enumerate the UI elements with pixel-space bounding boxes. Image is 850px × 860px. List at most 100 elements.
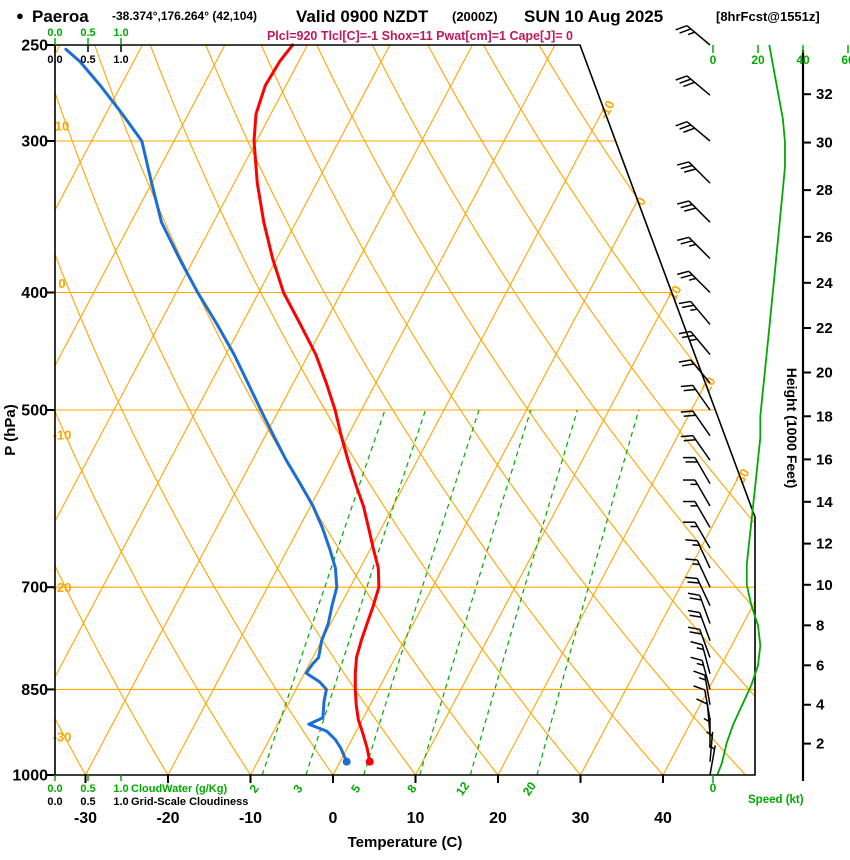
wind-barb <box>685 576 711 606</box>
height-tick-label: 30 <box>816 135 833 152</box>
cloudwater-top-tick: 1.0 <box>113 27 128 39</box>
wind-barb <box>680 384 711 411</box>
wind-barb <box>678 330 711 356</box>
mixing-ratio-line <box>536 409 640 775</box>
valid-time-utc: (2000Z) <box>452 9 498 24</box>
dry-adiabat <box>427 45 755 775</box>
pressure-tick-label: 700 <box>21 580 48 597</box>
wind-barb <box>687 592 711 624</box>
wind-barb <box>683 456 711 484</box>
cloudiness-scale-title: Grid-Scale Cloudiness <box>131 796 248 808</box>
pressure-axis: 250 300 400 500 700 850 1000 <box>12 38 55 785</box>
height-tick-label: 2 <box>816 736 824 753</box>
temperature-tick-label: 10 <box>407 810 425 827</box>
height-tick-label: 12 <box>816 536 833 553</box>
wind-barb <box>677 270 711 294</box>
mixing-ratio-label: 20 <box>520 779 539 798</box>
cloudiness-bottom-tick: 0.5 <box>80 796 95 808</box>
isotherm <box>167 45 556 775</box>
wind-barb <box>685 539 711 569</box>
wind-barb <box>680 410 711 437</box>
wind-barb <box>685 558 711 588</box>
plot-frame <box>54 44 756 776</box>
height-tick-label: 14 <box>816 494 833 511</box>
height-tick-label: 16 <box>816 451 833 468</box>
wind-barb <box>683 479 711 507</box>
valid-time: Valid 0900 NZDT <box>296 7 429 26</box>
cloudwater-bottom-tick: 0.0 <box>47 783 62 795</box>
dry-adiabat-label: -30 <box>53 730 72 745</box>
cloudiness-top-tick: 0.0 <box>47 54 62 66</box>
valid-date: SUN 10 Aug 2025 <box>524 7 663 26</box>
sounding-indices: Plcl=920 Tlcl[C]=-1 Shox=11 Pwat[cm]=1 C… <box>267 29 573 43</box>
height-tick-label: 4 <box>816 697 825 714</box>
isotherm <box>85 45 473 775</box>
dry-adiabat <box>260 45 746 775</box>
temperature-surface-dot <box>365 757 374 766</box>
title-bar: ● Paeroa -38.374°,176.264° (42,104) Vali… <box>16 7 820 43</box>
wind-barb <box>677 236 711 260</box>
cloudiness-bottom-tick: 0.0 <box>47 796 62 808</box>
wind-barb <box>687 626 711 658</box>
cloudwater-top-tick: 0.5 <box>80 27 95 39</box>
pressure-tick-label: 250 <box>21 38 48 55</box>
cloud-scales: 0.00.00.00.00.50.50.50.51.01.01.01.0 <box>47 27 128 808</box>
height-tick-label: 32 <box>816 86 833 103</box>
axis-titles: P (hPa) Temperature (C) Height (1000 Fee… <box>2 368 804 851</box>
pressure-tick-label: 1000 <box>12 768 48 785</box>
height-tick-label: 8 <box>816 617 824 634</box>
cloudiness-top-tick: 0.5 <box>80 54 95 66</box>
mixing-ratio-label: 2 <box>246 782 261 796</box>
height-tick-label: 6 <box>816 657 824 674</box>
station-bullet-icon: ● <box>16 8 24 23</box>
dry-adiabat-label: -20 <box>53 580 72 595</box>
cloudwater-scale-title: CloudWater (g/Kg) <box>131 783 227 795</box>
isotherm <box>250 45 638 775</box>
mixing-ratio-label: 3 <box>290 782 305 796</box>
wind-barb <box>675 75 711 96</box>
wind-barbs <box>675 25 716 776</box>
wind-barb <box>683 521 711 549</box>
forecast-run: [8hrFcst@1551z] <box>716 9 820 24</box>
speed-axis: 0 20 40 60 0 <box>710 45 850 795</box>
height-tick-label: 22 <box>816 320 833 337</box>
dry-adiabat <box>205 45 664 775</box>
cloudiness-top-tick: 1.0 <box>113 54 128 66</box>
isotherm <box>55 45 308 775</box>
mixing-ratio-label: 12 <box>453 779 472 798</box>
temperature-axis-title: Temperature (C) <box>348 834 463 851</box>
dewpoint-curve <box>64 47 349 764</box>
dry-adiabat-label: -10 <box>53 428 72 443</box>
height-tick-label: 20 <box>816 364 833 381</box>
mixing-ratio-label: 5 <box>348 782 363 796</box>
dewpoint-surface-dot <box>342 757 351 766</box>
mixing-ratio-line <box>469 409 578 775</box>
station-coords: -38.374°,176.264° (42,104) <box>112 9 257 23</box>
height-tick-label: 24 <box>816 275 833 292</box>
cloudiness-bottom-tick: 1.0 <box>113 796 128 808</box>
mixing-ratio-label: 8 <box>404 782 419 796</box>
pressure-tick-label: 500 <box>21 403 48 420</box>
temperature-tick-label: 0 <box>329 810 338 827</box>
wind-barb <box>675 121 711 142</box>
temperature-tick-label: -10 <box>239 810 262 827</box>
pressure-tick-label: 400 <box>21 285 48 302</box>
speed-tick-label: 60 <box>841 53 850 67</box>
speed-tick-label: 40 <box>796 53 810 67</box>
isotherm <box>662 45 755 775</box>
mixing-ratio-line <box>419 409 532 775</box>
dry-adiabat <box>371 45 755 775</box>
wind-barb <box>678 300 711 325</box>
pressure-tick-label: 300 <box>21 134 48 151</box>
isotherm <box>580 45 755 775</box>
dry-adiabat-label: 0 <box>58 276 65 291</box>
pressure-axis-title: P (hPa) <box>2 404 19 455</box>
temperature-tick-label: -30 <box>74 810 97 827</box>
height-axis-title: Height (1000 Feet) <box>784 368 800 489</box>
wind-barb <box>693 685 711 720</box>
height-tick-label: 18 <box>816 408 833 425</box>
temperature-tick-label: 30 <box>572 810 590 827</box>
temperature-tick-label: 40 <box>654 810 672 827</box>
